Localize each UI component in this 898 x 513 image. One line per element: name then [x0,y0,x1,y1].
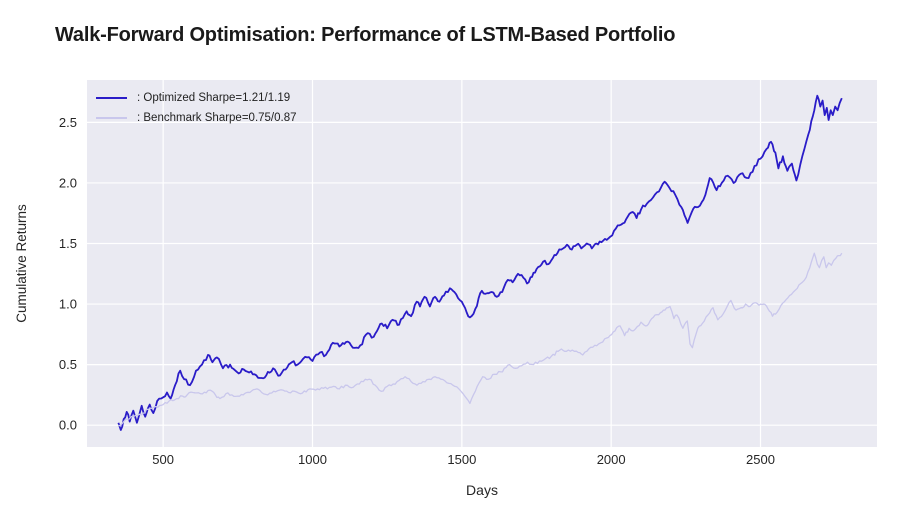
benchmark-line-swatch [96,116,127,119]
y-tick-label: 0.5 [59,357,77,372]
y-tick-label: 0.0 [59,418,77,433]
legend: : Optimized Sharpe=1.21/1.19 : Benchmark… [96,90,297,125]
x-axis-label: Days [466,482,498,498]
legend-entry-optimized: : Optimized Sharpe=1.21/1.19 [96,90,297,105]
y-tick-label: 2.5 [59,115,77,130]
plot-background [87,80,877,447]
tick-labels: 500 1000 1500 2000 2500 0.0 0.5 1.0 1.5 2.0 2.5 [59,115,775,467]
y-tick-label: 1.0 [59,297,77,312]
x-tick-label: 2000 [597,452,626,467]
x-tick-label: 1000 [298,452,327,467]
y-tick-label: 1.5 [59,236,77,251]
series-line-benchmark [118,252,843,427]
y-tick-label: 2.0 [59,175,77,190]
optimized-line-swatch [96,96,127,99]
y-axis-label: Cumulative Returns [14,204,29,323]
legend-label-optimized: : Optimized Sharpe=1.21/1.19 [137,91,291,104]
legend-label-benchmark: : Benchmark Sharpe=0.75/0.87 [137,111,297,124]
x-tick-label: 1500 [447,452,476,467]
chart-title: Walk-Forward Optimisation: Performance o… [55,24,676,46]
x-tick-label: 2500 [746,452,775,467]
series-line-optimized [117,94,843,431]
x-tick-label: 500 [152,452,174,467]
legend-entry-benchmark: : Benchmark Sharpe=0.75/0.87 [96,110,297,125]
